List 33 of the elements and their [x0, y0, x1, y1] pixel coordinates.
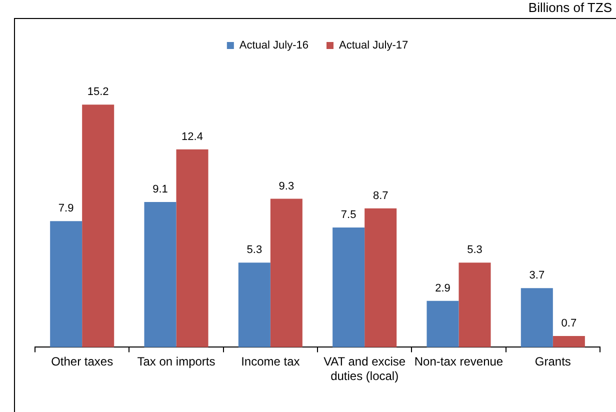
data-label: 5.3: [246, 244, 262, 256]
x-tick-label: Income tax: [241, 354, 300, 369]
x-tick-label: Non-tax revenue: [414, 354, 504, 369]
x-tick-label: Tax on imports: [137, 354, 216, 369]
data-label: 12.4: [182, 130, 203, 143]
bar: [426, 300, 459, 348]
bar: [144, 202, 176, 348]
legend-label: Actual July-16: [239, 40, 309, 52]
data-label: 9.1: [152, 184, 168, 196]
bar: [520, 288, 553, 348]
data-label: 2.9: [435, 282, 450, 294]
data-label: 15.2: [87, 86, 109, 98]
x-tick-label: VAT and excise duties (local): [324, 354, 406, 384]
bar: [50, 221, 82, 348]
data-label: 5.3: [467, 244, 482, 256]
data-label: 9.3: [278, 180, 294, 192]
x-tick-label: Other taxes: [51, 354, 114, 369]
bar: [552, 336, 585, 348]
bar: [176, 149, 208, 348]
data-label: 7.9: [58, 202, 74, 215]
bar: [364, 208, 397, 348]
data-label: 8.7: [372, 190, 388, 202]
bar: [270, 198, 302, 348]
legend-label: Actual July-17: [339, 40, 408, 52]
bar: [458, 262, 491, 348]
data-label: 7.5: [340, 209, 356, 222]
data-label: 3.7: [529, 270, 545, 282]
x-tick-label: Grants: [534, 354, 571, 369]
bar: [82, 104, 114, 348]
bar: [238, 262, 270, 348]
data-label: 0.7: [561, 318, 577, 330]
text: Billions of TZS: [528, 0, 612, 15]
bar: [332, 228, 365, 348]
